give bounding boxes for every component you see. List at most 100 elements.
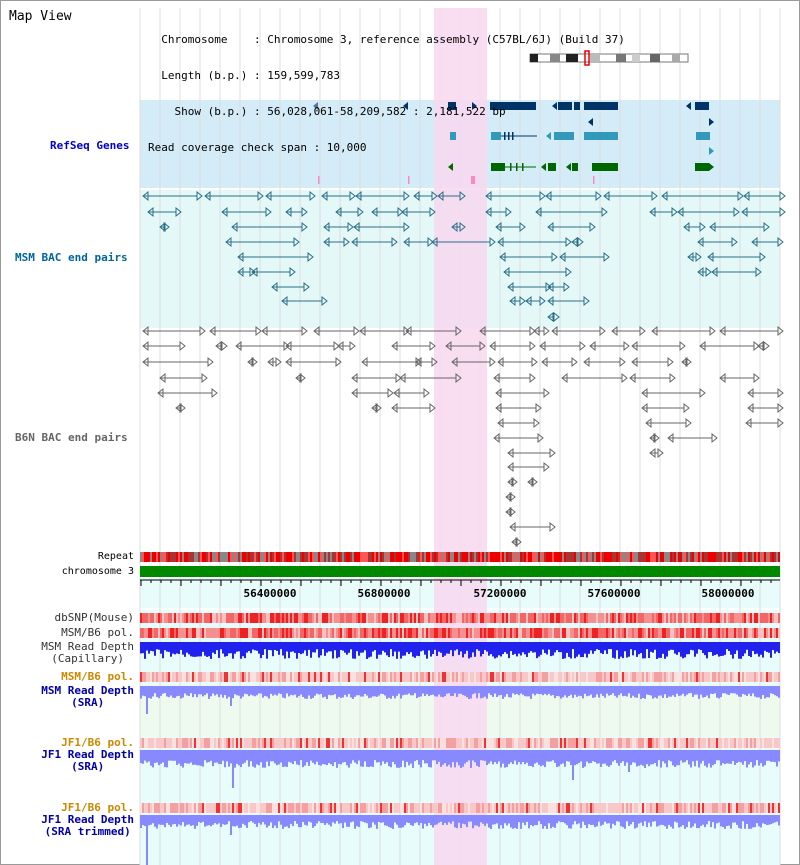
polymorphism-cell (254, 803, 256, 813)
polymorphism-cell (360, 803, 362, 813)
bac-end-left (649, 432, 656, 444)
read-depth-bar (744, 642, 746, 654)
polymorphism-cell (672, 628, 674, 638)
read-depth-bar (304, 642, 306, 651)
polymorphism-cell (466, 628, 468, 638)
track-label-msmb6pol2[interactable]: MSM/B6 pol. (61, 671, 134, 683)
read-depth-bar (408, 815, 410, 824)
track-label-jf1depthtrim[interactable]: JF1 Read Depth (SRA trimmed) (41, 814, 134, 838)
polymorphism-cell (274, 738, 276, 748)
polymorphism-cell (294, 672, 296, 682)
polymorphism-cell (436, 803, 438, 813)
read-depth-bar (434, 642, 436, 650)
polymorphism-cell (588, 803, 590, 813)
polymorphism-cell (760, 803, 762, 813)
polymorphism-cell (552, 738, 554, 748)
polymorphism-cell (582, 738, 584, 748)
repeat-segment (612, 552, 614, 562)
track-label-jf1depth[interactable]: JF1 Read Depth (SRA) (41, 749, 134, 773)
track-label-jf1pol1[interactable]: JF1/B6 pol. (61, 737, 134, 749)
polymorphism-cell (690, 803, 692, 813)
track-label-msm-bac[interactable]: MSM BAC end pairs (15, 251, 128, 264)
read-depth-bar (258, 642, 260, 654)
polymorphism-cell (350, 738, 352, 748)
read-depth-bar (746, 750, 748, 768)
polymorphism-cell (746, 803, 748, 813)
polymorphism-cell (716, 672, 718, 682)
track-label-dbsnp[interactable]: dbSNP(Mouse) (55, 612, 134, 624)
polymorphism-cell (754, 803, 756, 813)
polymorphism-cell (410, 672, 412, 682)
polymorphism-cell (680, 803, 682, 813)
polymorphism-cell (272, 613, 274, 623)
polymorphism-cell (140, 613, 142, 623)
read-depth-bar (738, 642, 740, 659)
polymorphism-cell (152, 803, 154, 813)
read-depth-bar (320, 686, 322, 695)
polymorphism-cell (234, 628, 236, 638)
polymorphism-cell (244, 738, 246, 748)
read-depth-bar (148, 815, 150, 826)
track-label-msmb6pol1[interactable]: MSM/B6 pol. (61, 627, 134, 639)
track-label-jf1pol2[interactable]: JF1/B6 pol. (61, 802, 134, 814)
track-label-b6n-bac[interactable]: B6N BAC end pairs (15, 431, 128, 444)
repeat-segment (564, 552, 566, 562)
polymorphism-cell (370, 613, 372, 623)
read-depth-bar (306, 750, 308, 763)
gene-exon (522, 163, 524, 171)
read-depth-bar (168, 686, 170, 698)
track-label-refseq-genes[interactable]: RefSeq Genes (50, 139, 130, 152)
polymorphism-cell (618, 803, 620, 813)
repeat-segment (252, 552, 254, 562)
repeat-segment (278, 552, 280, 562)
axis-tick-label: 58000000 (702, 587, 755, 600)
repeat-segment (728, 552, 730, 562)
track-label-msmdepthcap[interactable]: MSM Read Depth (Capillary) (41, 641, 134, 665)
polymorphism-cell (504, 672, 506, 682)
read-depth-bar (592, 642, 594, 654)
polymorphism-cell (164, 613, 166, 623)
polymorphism-cell (356, 672, 358, 682)
polymorphism-cell (764, 613, 766, 623)
read-depth-bar (688, 815, 690, 822)
polymorphism-cell (328, 672, 330, 682)
polymorphism-cell (316, 803, 318, 813)
repeat-segment (494, 552, 496, 562)
read-depth-bar (646, 750, 648, 765)
polymorphism-cell (548, 628, 550, 638)
polymorphism-cell (248, 738, 250, 748)
polymorphism-cell (264, 738, 266, 748)
polymorphism-cell (252, 738, 254, 748)
polymorphism-cell (296, 738, 298, 748)
read-depth-bar (420, 642, 422, 652)
polymorphism-cell (730, 803, 732, 813)
polymorphism-cell (362, 613, 364, 623)
polymorphism-cell (368, 628, 370, 638)
read-depth-bar (632, 642, 634, 656)
bac-end-right (777, 236, 784, 248)
polymorphism-cell (722, 803, 724, 813)
repeat-segment (454, 552, 456, 562)
polymorphism-cell (238, 613, 240, 623)
polymorphism-cell (270, 613, 272, 623)
read-depth-bar (272, 815, 274, 829)
polymorphism-cell (316, 672, 318, 682)
track-label-msmdepthsra[interactable]: MSM Read Depth (SRA) (41, 685, 134, 709)
polymorphism-cell (552, 613, 554, 623)
read-depth-bar (638, 815, 640, 824)
repeat-segment (248, 552, 250, 562)
read-depth-bar (734, 686, 736, 694)
read-depth-bar (438, 686, 440, 695)
read-depth-bar (224, 642, 226, 657)
read-depth-bar (700, 750, 702, 764)
polymorphism-cell (354, 672, 356, 682)
polymorphism-cell (234, 613, 236, 623)
polymorphism-cell (214, 628, 216, 638)
axis-tick-label: 57200000 (474, 587, 527, 600)
polymorphism-cell (462, 628, 464, 638)
repeat-segment (576, 552, 578, 562)
polymorphism-cell (480, 628, 482, 638)
polymorphism-cell (450, 803, 452, 813)
repeat-segment (606, 552, 608, 562)
